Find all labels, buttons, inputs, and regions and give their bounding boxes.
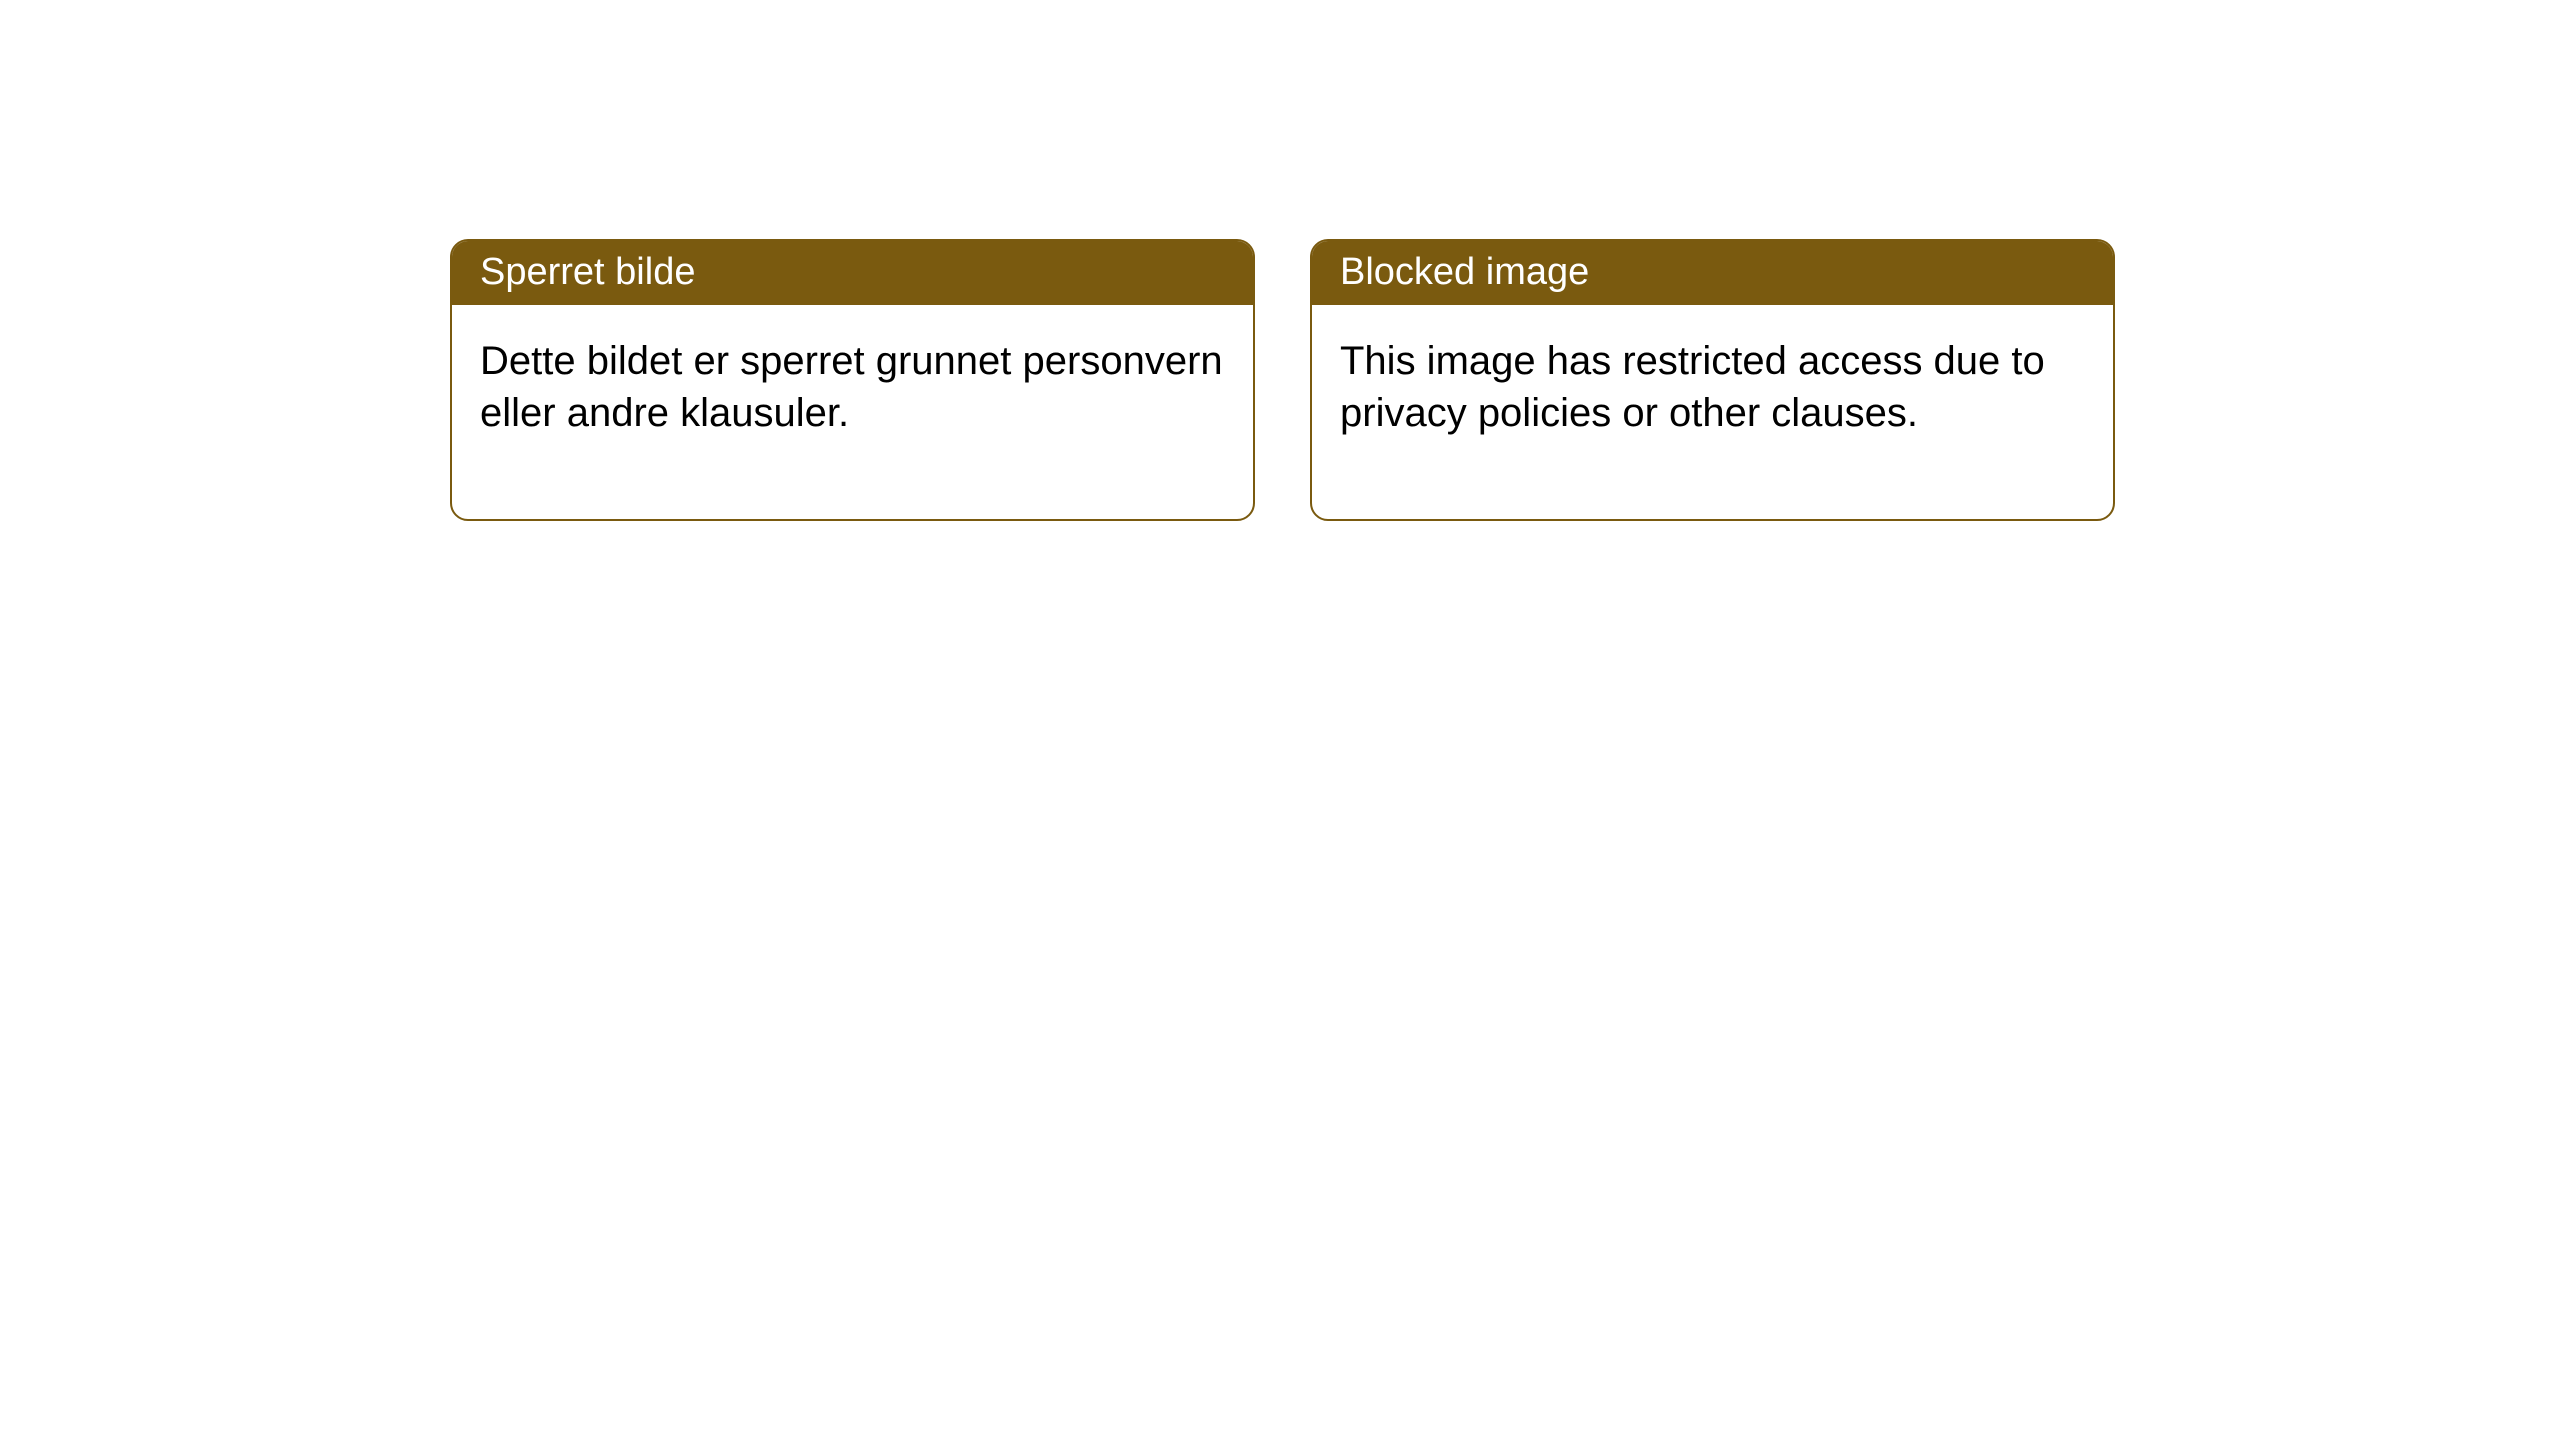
- notice-box-norwegian: Sperret bilde Dette bildet er sperret gr…: [450, 239, 1255, 521]
- notice-header: Blocked image: [1312, 241, 2113, 305]
- notice-header: Sperret bilde: [452, 241, 1253, 305]
- notice-box-english: Blocked image This image has restricted …: [1310, 239, 2115, 521]
- notice-body: This image has restricted access due to …: [1312, 305, 2113, 519]
- notice-body: Dette bildet er sperret grunnet personve…: [452, 305, 1253, 519]
- notice-container: Sperret bilde Dette bildet er sperret gr…: [450, 239, 2115, 521]
